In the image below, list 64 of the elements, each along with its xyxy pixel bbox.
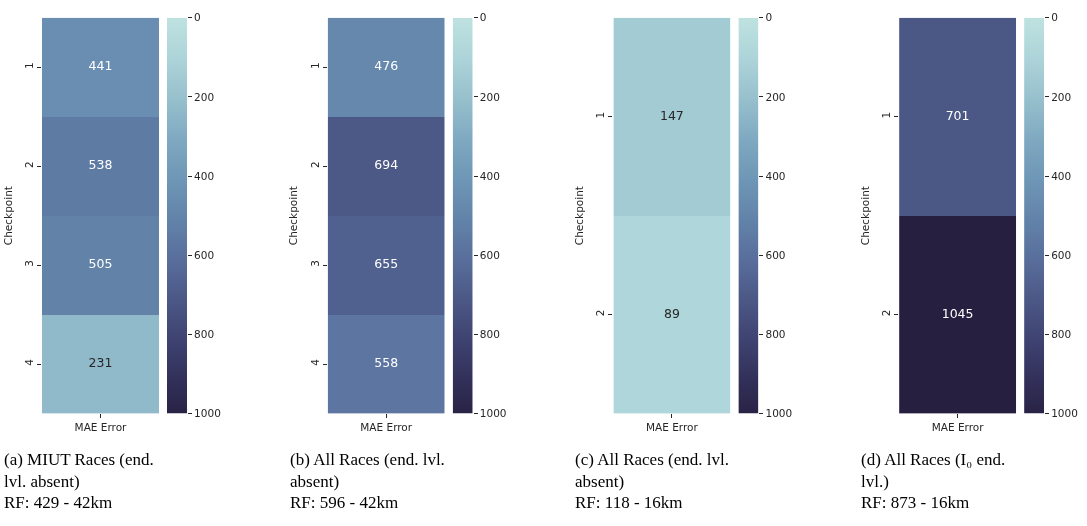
data-label: 1045 bbox=[941, 305, 974, 321]
y-tick-label: 2 bbox=[308, 161, 321, 168]
color-bar-label: 0 bbox=[194, 11, 201, 24]
y-tick-label: 1 bbox=[879, 111, 892, 119]
y-tick-label: 4 bbox=[308, 358, 321, 366]
color-bar-label: 1000 bbox=[1051, 407, 1078, 420]
color-bar-label: 400 bbox=[1051, 169, 1072, 182]
color-bar-label: 400 bbox=[194, 169, 215, 182]
color-bar-label: 800 bbox=[765, 328, 786, 341]
color-bar-label: 800 bbox=[479, 328, 500, 341]
color-bar-label: 600 bbox=[1051, 248, 1072, 261]
data-label: 701 bbox=[945, 107, 970, 123]
color-bar-label: 400 bbox=[765, 169, 786, 182]
x-tick-label: MAE Error bbox=[645, 421, 699, 434]
text: RF: 429 - 42km bbox=[4, 493, 113, 512]
data-label: 655 bbox=[374, 256, 399, 272]
y-tick-label: 1 bbox=[22, 62, 35, 69]
y-tick-label: 2 bbox=[879, 309, 892, 317]
color-bar-label: 0 bbox=[1051, 11, 1058, 24]
y-tick-label: 4 bbox=[22, 358, 35, 366]
data-label: 476 bbox=[374, 58, 399, 74]
y-tick-label: 2 bbox=[594, 309, 607, 317]
y-tick-label: 1 bbox=[308, 62, 321, 69]
text: RF: 118 - 16km bbox=[575, 493, 683, 512]
color-bar-label: 200 bbox=[479, 90, 500, 103]
x-tick-label: MAE Error bbox=[360, 421, 413, 434]
color-bar-label: 200 bbox=[194, 90, 215, 103]
x-tick-label: MAE Error bbox=[74, 421, 128, 434]
color-bar-label: 600 bbox=[479, 248, 500, 261]
color-bar-label: 1000 bbox=[479, 407, 507, 420]
color-bar-label: 600 bbox=[765, 248, 786, 261]
data-label: 558 bbox=[374, 355, 399, 371]
color-bar-label: 600 bbox=[194, 248, 215, 261]
color-bar-label: 200 bbox=[765, 90, 786, 103]
y-axis-title: Checkpoint bbox=[858, 186, 871, 246]
text: RF: 873 - 16km bbox=[861, 493, 970, 512]
data-label: 147 bbox=[659, 107, 684, 123]
y-tick-label: 2 bbox=[22, 161, 35, 168]
data-label: 231 bbox=[88, 355, 113, 371]
color-bar-label: 800 bbox=[194, 328, 215, 341]
text: RF: 596 - 42km bbox=[290, 493, 399, 512]
color-bar-label: 1000 bbox=[194, 407, 221, 420]
y-axis-title: Checkpoint bbox=[287, 186, 300, 246]
data-label: 505 bbox=[88, 256, 113, 272]
data-label: 89 bbox=[663, 305, 680, 321]
data-label: 538 bbox=[88, 157, 113, 173]
color-bar-label: 200 bbox=[1051, 90, 1072, 103]
color-bar-label: 800 bbox=[1051, 328, 1072, 341]
y-axis-title: Checkpoint bbox=[1, 186, 14, 246]
x-tick-label: MAE Error bbox=[931, 421, 985, 434]
color-bar-label: 1000 bbox=[765, 407, 793, 420]
data-label: 694 bbox=[374, 157, 399, 173]
text: (d) All Races (I₀ end. lvl.) bbox=[861, 450, 1006, 492]
text: (a) MIUT Races (end. lvl. absent) bbox=[4, 450, 154, 492]
y-tick-label: 1 bbox=[594, 111, 607, 119]
y-tick-label: 3 bbox=[308, 260, 321, 267]
y-axis-title: Checkpoint bbox=[573, 186, 586, 246]
text: (c) All Races (end. lvl. absent) bbox=[575, 450, 729, 492]
color-bar-label: 0 bbox=[479, 11, 487, 24]
text: (b) All Races (end. lvl. absent) bbox=[290, 450, 445, 492]
y-tick-label: 3 bbox=[22, 260, 35, 267]
color-bar-label: 400 bbox=[479, 169, 500, 182]
data-label: 441 bbox=[88, 58, 113, 74]
color-bar-label: 0 bbox=[765, 11, 773, 24]
